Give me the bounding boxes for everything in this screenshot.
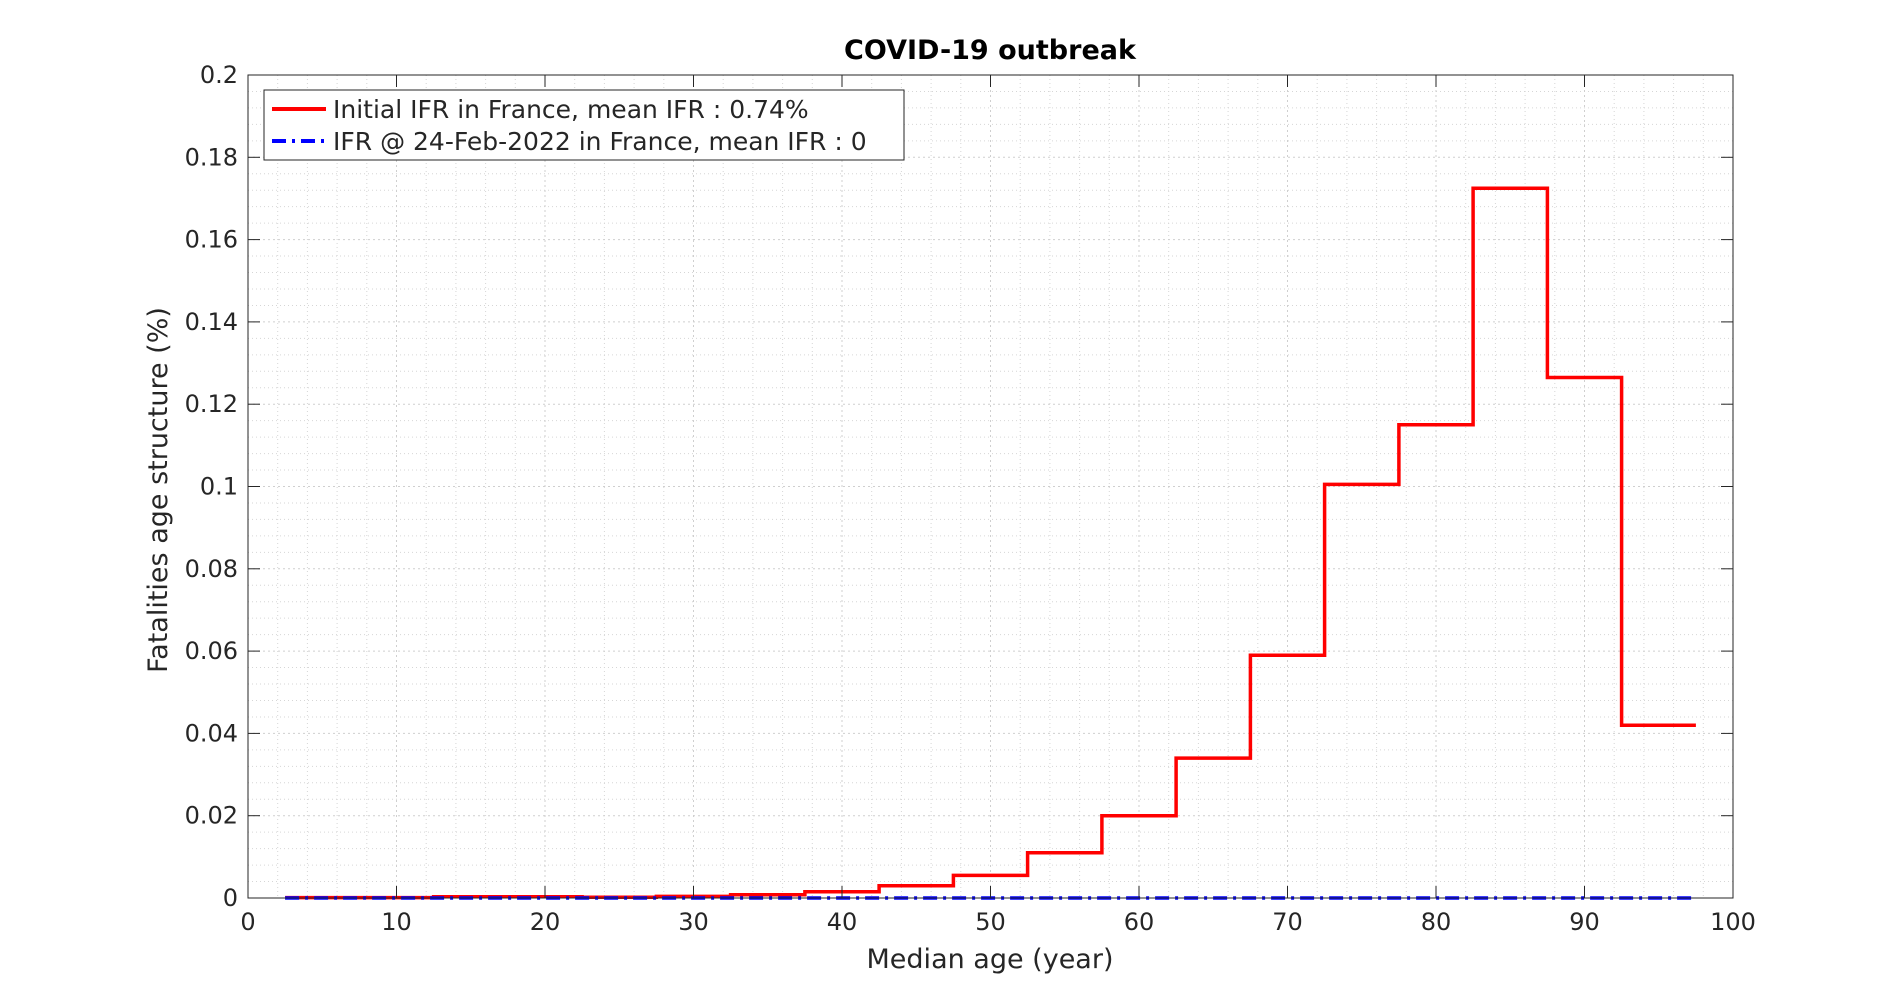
legend-box	[263, 89, 905, 161]
x-tick-label: 50	[975, 908, 1006, 936]
x-axis-label: Median age (year)	[867, 944, 1114, 975]
x-tick-label: 60	[1124, 908, 1155, 936]
chart-title: COVID-19 outbreak	[844, 35, 1137, 66]
y-tick-label: 0.12	[185, 390, 238, 418]
x-tick-label: 0	[240, 908, 255, 936]
y-tick-label: 0.04	[185, 719, 238, 747]
y-tick-label: 0	[223, 884, 238, 912]
x-tick-label: 90	[1569, 908, 1600, 936]
x-tick-label: 70	[1272, 908, 1303, 936]
y-tick-label: 0.16	[185, 226, 238, 254]
x-tick-labels: 0 10 20 30 40 50 60 70 80 90 100	[240, 908, 1756, 936]
x-tick-label: 80	[1421, 908, 1452, 936]
y-tick-label: 0.08	[185, 555, 238, 583]
y-tick-label: 0.1	[200, 473, 238, 501]
x-tick-label: 20	[530, 908, 561, 936]
axis-ticks	[247, 74, 1734, 899]
y-tick-label: 0.14	[185, 308, 238, 336]
legend-label-current-ifr: IFR @ 24-Feb-2022 in France, mean IFR : …	[333, 127, 867, 156]
y-axis-label: Fatalities age structure (%)	[143, 307, 174, 673]
x-tick-label: 10	[381, 908, 412, 936]
x-tick-label: 40	[827, 908, 858, 936]
y-tick-label: 0.2	[200, 61, 238, 89]
y-tick-label: 0.06	[185, 637, 238, 665]
y-tick-labels: 0 0.02 0.04 0.06 0.08 0.1 0.12 0.14 0.16 0.18 0.2	[185, 61, 238, 912]
y-tick-label: 0.18	[185, 143, 238, 171]
x-tick-label: 30	[678, 908, 709, 936]
legend-label-initial-ifr: Initial IFR in France, mean IFR : 0.74%	[333, 95, 809, 124]
x-tick-label: 100	[1710, 908, 1756, 936]
legend: Initial IFR in France, mean IFR : 0.74% …	[263, 89, 905, 161]
y-tick-label: 0.02	[185, 802, 238, 830]
